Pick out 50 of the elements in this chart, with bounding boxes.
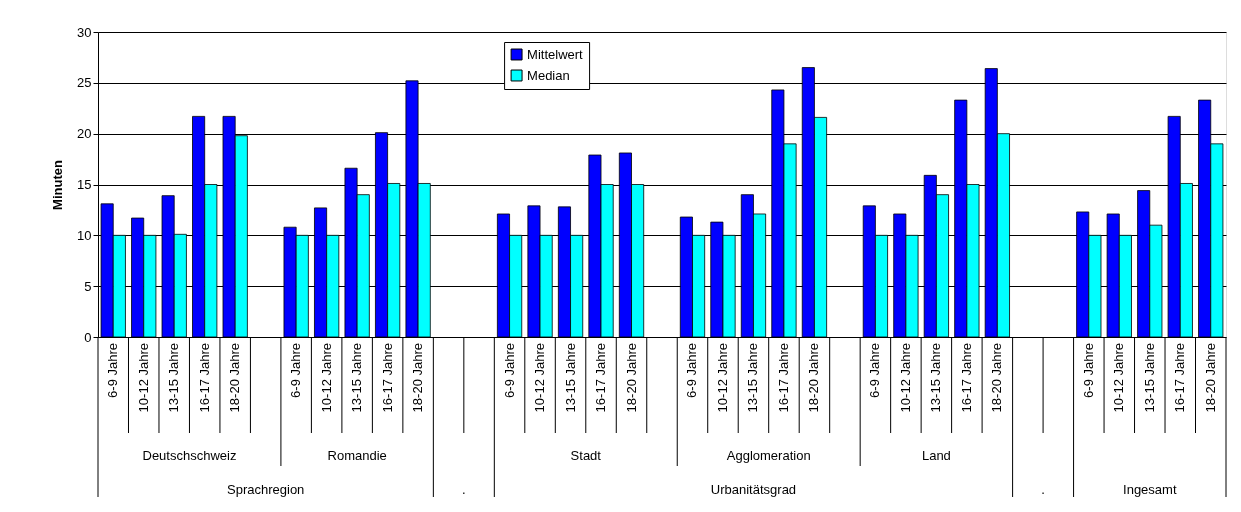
text: Ingesamt xyxy=(1123,482,1177,497)
x-tick-label: 18-20 Jahre xyxy=(1202,343,1218,413)
text: . xyxy=(1041,482,1045,497)
x-tick-label: 18-20 Jahre xyxy=(989,343,1005,413)
x-tick-label: 16-17 Jahre xyxy=(775,343,791,413)
x-tick-label: 16-17 Jahre xyxy=(196,343,212,413)
y-tick-label: 25 xyxy=(77,75,92,91)
x-tick-label: 13-15 Jahre xyxy=(166,343,182,413)
x-tick-label: 16-17 Jahre xyxy=(1172,343,1188,413)
x-tick-label: 16-17 Jahre xyxy=(593,343,609,413)
x-tick-label: 18-20 Jahre xyxy=(623,343,639,413)
x-tick-label: 10-12 Jahre xyxy=(532,343,548,413)
x-tick-label: 6-9 Jahre xyxy=(867,343,883,398)
legend-label: Mittelwert xyxy=(527,46,584,62)
x-tick-label: 6-9 Jahre xyxy=(1080,343,1096,398)
x-tick-label: 10-12 Jahre xyxy=(714,343,730,413)
x-tick-label: 6-9 Jahre xyxy=(288,343,304,398)
x-tick-label: 10-12 Jahre xyxy=(318,343,334,413)
y-tick-label: 20 xyxy=(77,126,92,142)
x-tick-label: 10-12 Jahre xyxy=(135,343,151,413)
x-tick-label: 13-15 Jahre xyxy=(928,343,944,413)
x-tick-label: 10-12 Jahre xyxy=(1111,343,1127,413)
text: . xyxy=(462,482,466,497)
x-tick-label: 6-9 Jahre xyxy=(501,343,517,398)
x-tick-label: 16-17 Jahre xyxy=(379,343,395,413)
text: Land xyxy=(921,448,951,463)
text: Stadt xyxy=(570,448,602,463)
text: Romandie xyxy=(327,448,387,463)
text: Urbanitätsgrad xyxy=(710,482,797,497)
y-tick-label: 5 xyxy=(84,278,92,294)
x-tick-label: 16-17 Jahre xyxy=(958,343,974,413)
text: Agglomeration xyxy=(726,448,811,463)
x-tick-label: 6-9 Jahre xyxy=(684,343,700,398)
y-tick-label: 30 xyxy=(77,24,92,40)
text: Sprachregion xyxy=(227,482,305,497)
x-tick-label: 13-15 Jahre xyxy=(349,343,365,413)
y-tick-label: 0 xyxy=(84,329,92,345)
y-tick-label: 15 xyxy=(77,177,92,192)
x-tick-label: 13-15 Jahre xyxy=(562,343,578,413)
x-tick-label: 18-20 Jahre xyxy=(410,343,426,413)
x-tick-label: 18-20 Jahre xyxy=(806,343,822,413)
x-tick-label: 13-15 Jahre xyxy=(745,343,761,413)
y-tick-label: 10 xyxy=(77,227,92,243)
x-tick-label: 6-9 Jahre xyxy=(105,343,121,398)
text: Deutschschweiz xyxy=(142,448,237,463)
legend-label: Median xyxy=(527,67,570,83)
x-tick-label: 10-12 Jahre xyxy=(897,343,913,413)
x-tick-label: 13-15 Jahre xyxy=(1141,343,1157,413)
x-tick-label: 18-20 Jahre xyxy=(227,343,243,413)
y-axis-title: Minuten xyxy=(50,160,66,210)
